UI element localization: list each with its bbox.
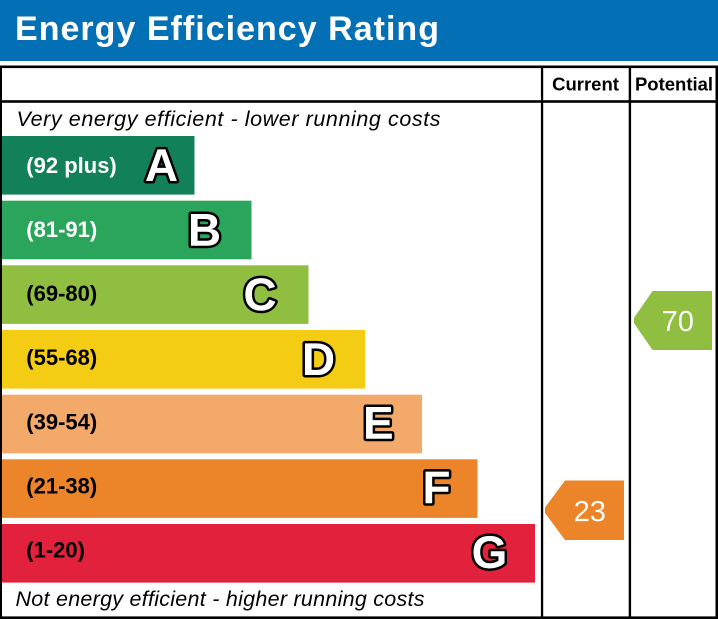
svg-text:Very energy efficient - lower: Very energy efficient - lower running co… [17, 107, 441, 131]
svg-text:(21-38): (21-38) [26, 473, 97, 498]
svg-text:(69-80): (69-80) [26, 281, 97, 306]
svg-text:(92 plus): (92 plus) [26, 153, 116, 178]
svg-text:Energy Efficiency Rating: Energy Efficiency Rating [15, 10, 439, 48]
svg-text:Current: Current [552, 74, 619, 95]
svg-text:(55-68): (55-68) [26, 345, 97, 370]
svg-text:Not energy efficient - higher: Not energy efficient - higher running co… [16, 587, 425, 611]
svg-text:(1-20): (1-20) [26, 538, 85, 563]
svg-text:Potential: Potential [635, 74, 713, 95]
svg-text:(39-54): (39-54) [26, 409, 97, 434]
svg-text:(81-91): (81-91) [26, 217, 97, 242]
